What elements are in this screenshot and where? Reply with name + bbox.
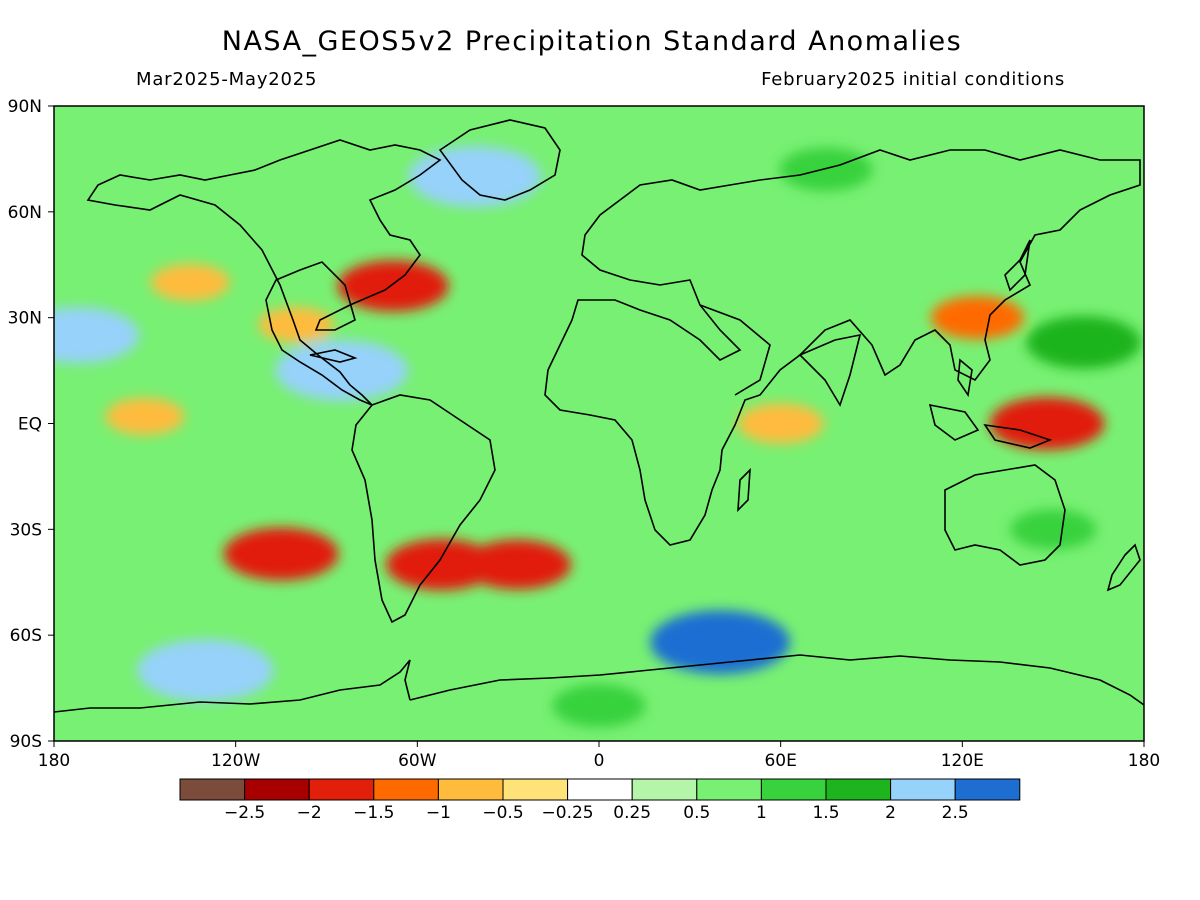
lat-label-1: 60N bbox=[8, 203, 42, 223]
legend-swatch-11 bbox=[890, 778, 956, 801]
anomaly-feature-19 bbox=[623, 371, 696, 406]
anomaly-feature-17 bbox=[1010, 509, 1097, 550]
lon-label-3: 0 bbox=[594, 751, 605, 771]
legend-swatch-6 bbox=[567, 778, 633, 801]
anomaly-feature-4 bbox=[463, 539, 572, 590]
legend-swatch-8 bbox=[696, 778, 762, 801]
legend-swatch-0 bbox=[179, 778, 246, 801]
lat-label-2: 30N bbox=[8, 309, 42, 329]
anomaly-feature-13 bbox=[650, 610, 791, 675]
anomaly-field bbox=[54, 106, 1144, 741]
anomaly-feature-8 bbox=[737, 403, 824, 444]
anomaly-feature-1 bbox=[258, 307, 334, 343]
lat-label-4: 30S bbox=[10, 520, 42, 540]
lat-label-3: EQ bbox=[18, 415, 42, 435]
lon-label-4: 60E bbox=[764, 751, 796, 771]
lon-label-2: 60W bbox=[398, 751, 437, 771]
legend-swatch-2 bbox=[308, 778, 375, 801]
legend-label-3: −1 bbox=[426, 803, 451, 823]
anomaly-feature-7 bbox=[930, 296, 1025, 340]
anomaly-feature-3 bbox=[223, 527, 339, 581]
legend-swatch-9 bbox=[760, 778, 827, 801]
legend-label-11: 2.5 bbox=[942, 803, 969, 823]
legend-swatch-12 bbox=[954, 778, 1021, 801]
legend-swatch-7 bbox=[631, 778, 698, 801]
legend-swatch-4 bbox=[437, 778, 504, 801]
anomaly-feature-10 bbox=[275, 340, 409, 401]
legend-swatch-3 bbox=[373, 778, 439, 801]
lat-label-6: 90S bbox=[10, 732, 42, 752]
lat-label-5: 60S bbox=[10, 626, 42, 646]
legend-label-10: 2 bbox=[885, 803, 896, 823]
anomaly-feature-11 bbox=[408, 146, 542, 207]
legend-label-5: −0.25 bbox=[542, 803, 594, 823]
initial-conditions: February2025 initial conditions bbox=[761, 69, 1065, 90]
anomaly-feature-2 bbox=[105, 398, 185, 435]
map-title: NASA_GEOS5v2 Precipitation Standard Anom… bbox=[221, 26, 963, 57]
anomaly-feature-12 bbox=[54, 307, 140, 364]
legend-label-8: 1 bbox=[756, 803, 767, 823]
legend-label-0: −2.5 bbox=[224, 803, 265, 823]
legend-label-6: 0.25 bbox=[613, 803, 651, 823]
anomaly-feature-0 bbox=[150, 263, 230, 301]
legend-swatch-1 bbox=[244, 778, 310, 801]
anomaly-feature-16 bbox=[779, 147, 873, 192]
lon-label-0: 180 bbox=[38, 751, 70, 771]
anomaly-feature-5 bbox=[385, 539, 498, 591]
legend-label-4: −0.5 bbox=[482, 803, 523, 823]
legend-label-7: 0.5 bbox=[683, 803, 710, 823]
legend-swatch-10 bbox=[825, 778, 892, 801]
anomaly-feature-18 bbox=[552, 684, 646, 728]
lon-label-1: 120W bbox=[211, 751, 260, 771]
legend-label-1: −2 bbox=[297, 803, 322, 823]
anomaly-feature-14 bbox=[137, 639, 274, 702]
coastlines bbox=[54, 119, 1144, 713]
legend-label-9: 1.5 bbox=[812, 803, 839, 823]
lat-label-0: 90N bbox=[8, 97, 42, 117]
legend-label-2: −1.5 bbox=[353, 803, 394, 823]
anomaly-feature-15 bbox=[1026, 315, 1141, 369]
lon-label-6: 180 bbox=[1128, 751, 1160, 771]
legend-swatch-5 bbox=[502, 778, 569, 801]
anomaly-feature-6 bbox=[989, 397, 1105, 450]
forecast-period: Mar2025-May2025 bbox=[136, 69, 318, 90]
color-legend: −2.5 −2 −1.5 −1 −0.5 −0.25 0.25 0.5 1 1.5 2 2.5 bbox=[179, 778, 1021, 823]
lon-label-5: 120E bbox=[941, 751, 984, 771]
